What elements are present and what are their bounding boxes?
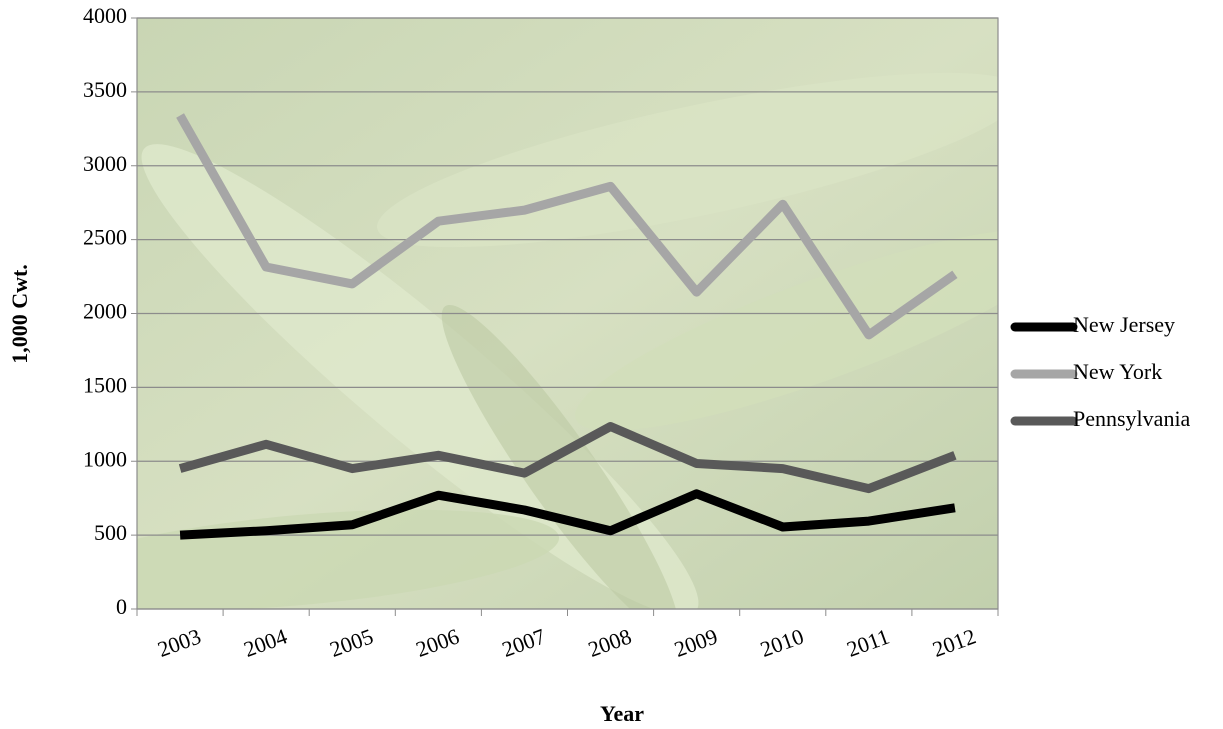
series-line — [178, 422, 957, 494]
legend-label: New Jersey — [1073, 312, 1175, 337]
plot-frame — [136, 17, 999, 610]
y-tick-label: 2000 — [83, 299, 127, 324]
y-tick-label: 3500 — [83, 77, 127, 102]
y-tick-label: 1500 — [83, 372, 127, 397]
x-tick-label: 2005 — [326, 623, 376, 662]
x-tick-label: 2010 — [757, 623, 807, 662]
x-tick-label: 2008 — [585, 623, 635, 662]
x-tick-label: 2004 — [240, 623, 290, 662]
legend-label: New York — [1073, 359, 1162, 384]
legend: New Jersey New York Pennsylvania — [1010, 312, 1191, 431]
x-tick-label: 2003 — [154, 623, 204, 662]
plot-background — [137, 18, 998, 609]
series-line — [179, 489, 956, 540]
legend-label: Pennsylvania — [1073, 406, 1191, 431]
y-tick-label: 3000 — [83, 151, 127, 176]
x-tick-label: 2006 — [413, 623, 463, 662]
y-axis-title: 1,000 Cwt. — [7, 264, 32, 364]
y-tick-label: 1000 — [83, 446, 127, 471]
y-tick-label: 0 — [116, 594, 127, 619]
x-tick-label: 2007 — [499, 623, 549, 662]
x-tick-label: 2012 — [929, 623, 979, 662]
x-axis-title: Year — [600, 701, 644, 726]
lines — [176, 113, 958, 540]
y-tick-label: 500 — [94, 520, 127, 545]
x-tick-label: 2009 — [671, 623, 721, 662]
x-tick-label: 2011 — [843, 624, 892, 662]
series-line — [176, 113, 958, 340]
y-tick-label: 4000 — [83, 3, 127, 28]
y-tick-label: 2500 — [83, 225, 127, 250]
